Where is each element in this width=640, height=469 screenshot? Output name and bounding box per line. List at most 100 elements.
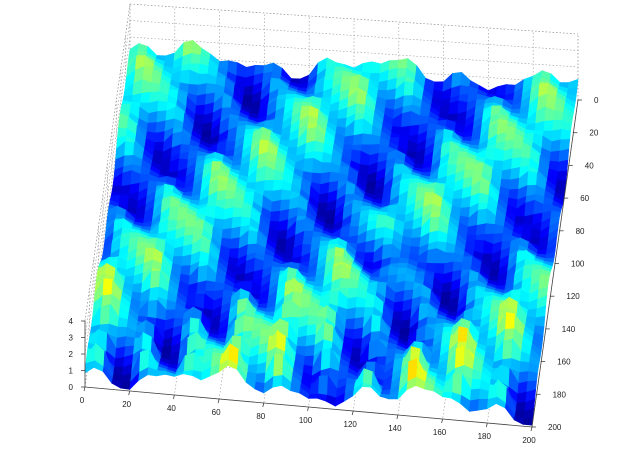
surface-patch xyxy=(304,344,316,357)
surface-patch xyxy=(198,63,210,75)
surface-patch xyxy=(229,237,241,250)
surface-patch xyxy=(146,122,158,134)
surface-patch xyxy=(120,184,132,195)
surface-patch xyxy=(397,58,409,69)
surface-patch xyxy=(270,199,282,213)
surface-patch xyxy=(501,168,512,181)
surface-patch xyxy=(468,270,480,283)
x-tick xyxy=(83,386,86,392)
surface-patch xyxy=(376,356,387,366)
surface-patch xyxy=(470,378,482,391)
box-edge xyxy=(129,3,579,35)
x-tick-label: 180 xyxy=(478,432,492,441)
surface-patch xyxy=(394,290,405,303)
surface-patch xyxy=(353,327,364,340)
surface-patch xyxy=(527,170,538,186)
surface-patch xyxy=(379,393,391,400)
surface-patch xyxy=(426,316,437,326)
surface-patch xyxy=(307,315,318,326)
surface-patch xyxy=(502,338,513,360)
surface-patch xyxy=(464,161,476,171)
surface-patch xyxy=(457,326,469,343)
surface-patch xyxy=(181,254,192,267)
x-tick-label: 60 xyxy=(212,408,221,417)
surface-patch xyxy=(426,248,438,264)
surface-patch xyxy=(476,208,488,226)
gridline-back-z xyxy=(129,36,579,68)
surface-patch xyxy=(339,277,351,289)
surface-patch xyxy=(132,282,143,294)
surface-patch xyxy=(400,318,412,329)
surface-patch xyxy=(442,391,453,399)
surface-patch xyxy=(273,170,285,181)
surface-patch xyxy=(189,317,200,334)
y-tick-label: 120 xyxy=(566,292,580,301)
surface-patch xyxy=(549,150,561,163)
surface-patch xyxy=(120,381,131,390)
surface-patch xyxy=(505,312,516,330)
y-tick-label: 20 xyxy=(589,129,598,138)
surface-patch xyxy=(404,280,415,292)
surface-patch xyxy=(195,104,206,116)
surface-patch xyxy=(232,207,244,218)
surface-patch xyxy=(345,307,357,320)
surface-patch xyxy=(496,84,507,96)
surface-patch xyxy=(255,372,266,384)
surface-patch xyxy=(348,225,360,238)
surface-patch xyxy=(520,147,532,159)
surface-patch xyxy=(254,381,266,394)
surface-patch xyxy=(352,338,363,350)
surface-patch xyxy=(154,131,166,143)
surface-patch xyxy=(440,291,452,301)
x-tick xyxy=(173,394,175,400)
surface-patch xyxy=(191,370,203,381)
surface-patch xyxy=(308,393,319,399)
z-tick-label: 1 xyxy=(69,367,74,376)
surface-patch xyxy=(370,314,382,333)
surface-patch xyxy=(247,230,259,245)
surface-patch xyxy=(319,182,330,195)
surface-patch xyxy=(102,278,114,296)
surface-patch xyxy=(157,100,168,112)
surface-patch xyxy=(272,119,284,130)
surface-patch xyxy=(398,257,410,264)
y-tick-label: 0 xyxy=(594,96,599,105)
surface xyxy=(84,39,579,426)
gridline-left-z xyxy=(84,36,131,355)
surface-patch xyxy=(353,118,365,136)
surface-patch xyxy=(370,61,382,74)
surface-patch xyxy=(448,100,460,115)
y-tick-label: 100 xyxy=(571,260,585,269)
surface-patch xyxy=(567,78,579,90)
surface-patch xyxy=(534,315,546,328)
surface-patch xyxy=(318,375,329,396)
surface-patch xyxy=(469,398,480,412)
y-tick-label: 200 xyxy=(548,423,562,432)
surface-patch xyxy=(197,265,209,284)
x-tick-label: 0 xyxy=(80,396,85,405)
x-tick-label: 40 xyxy=(167,404,176,413)
surface-patch xyxy=(296,335,308,347)
z-tick-label: 3 xyxy=(69,334,74,343)
surface-patch xyxy=(370,134,382,146)
surface-patch xyxy=(263,62,274,74)
surface-patch xyxy=(478,192,490,204)
surface-patch xyxy=(334,246,345,258)
axes: 0 20 40 60 80 100 120 140 160 180 2000204060801001… xyxy=(69,96,599,445)
surface-patch xyxy=(272,374,283,388)
surface-patch xyxy=(365,181,377,190)
box-edge xyxy=(84,3,131,322)
surface-patch xyxy=(240,216,252,228)
surface-patch xyxy=(409,124,420,137)
surface-patch xyxy=(273,353,284,377)
surface-patch xyxy=(272,180,284,192)
surface-patch xyxy=(194,293,206,310)
x-tick-label: 80 xyxy=(256,412,265,421)
surface-patch xyxy=(116,326,128,339)
surface-patch xyxy=(263,179,275,192)
surface-patch xyxy=(354,307,366,319)
surface-patch xyxy=(280,189,292,201)
surface-patch xyxy=(195,93,207,107)
surface-patch xyxy=(459,85,470,96)
surface-patch xyxy=(182,370,194,376)
